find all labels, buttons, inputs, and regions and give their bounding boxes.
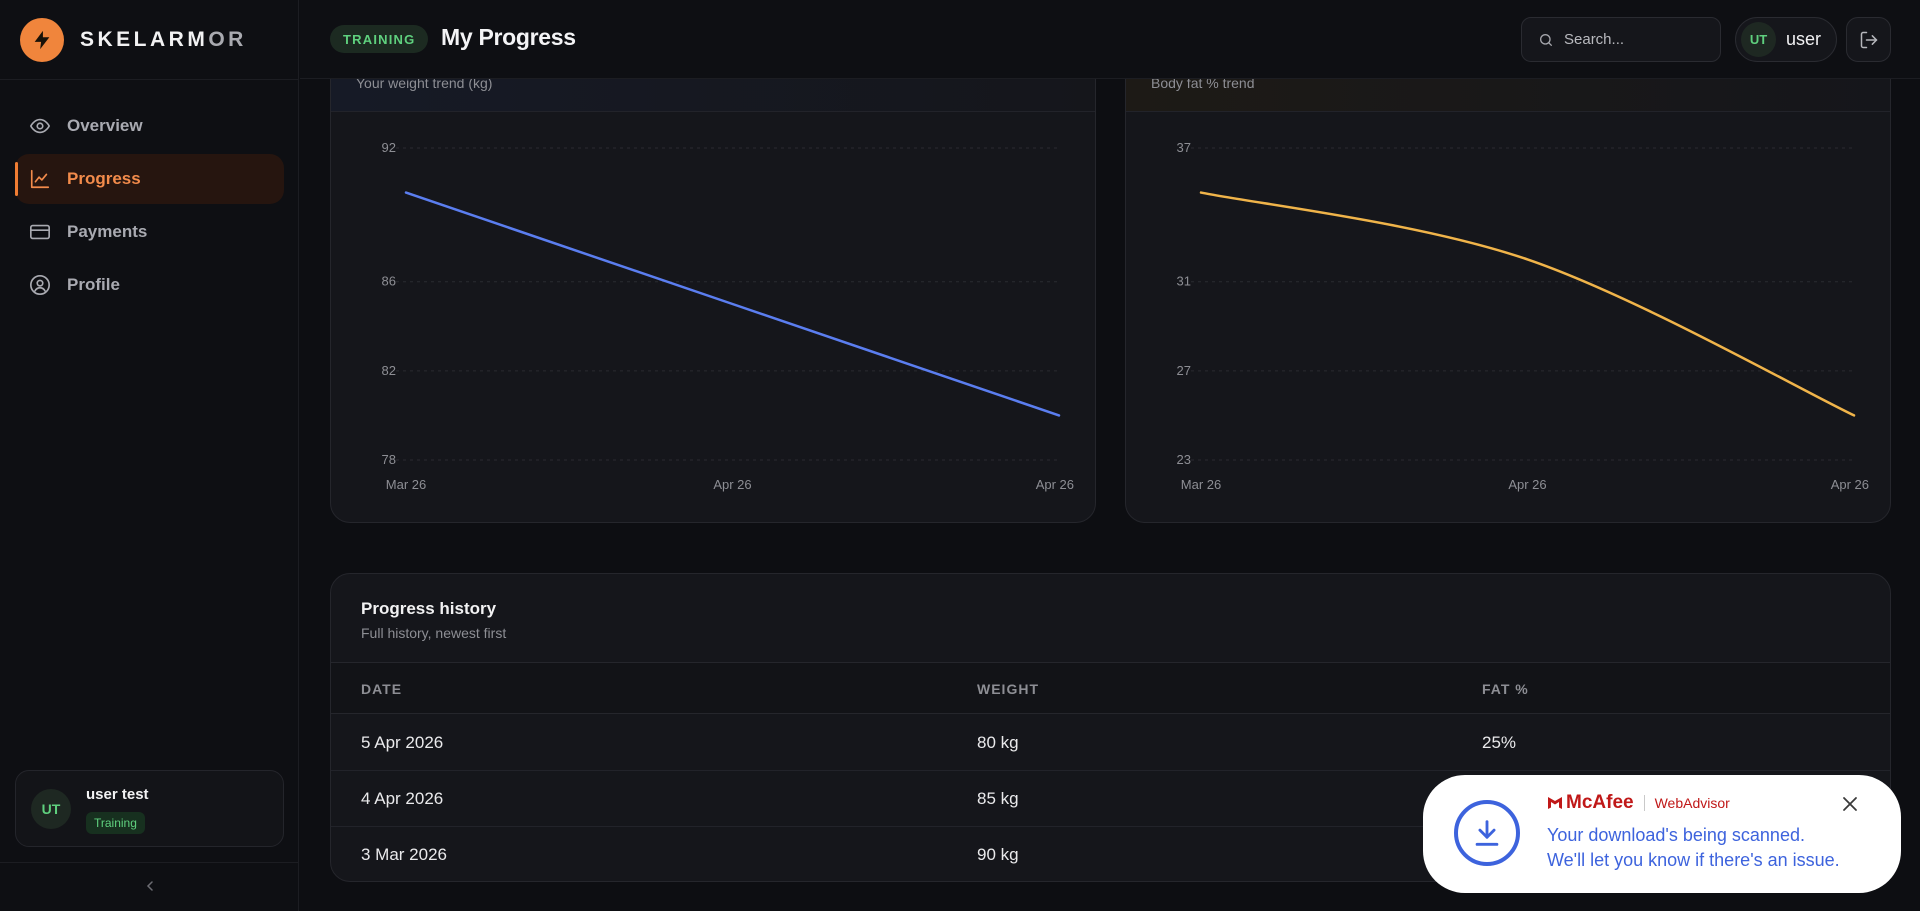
y-tick-label: 92 <box>382 140 396 155</box>
series-line <box>404 191 1061 417</box>
chart-line-icon <box>29 168 51 190</box>
table-header: DATE WEIGHT FAT % <box>331 662 1890 714</box>
search-icon <box>1540 33 1552 46</box>
sidebar-item-label: Payments <box>67 222 148 241</box>
section-title: Progress history <box>361 599 497 618</box>
eye-icon <box>29 115 51 137</box>
x-tick-label: Apr 26 <box>1508 477 1546 492</box>
mode-badge: TRAINING <box>330 25 429 53</box>
cell-weight: 85 kg <box>977 789 1019 808</box>
y-tick-label: 31 <box>1177 274 1191 289</box>
sidebar-item-payments[interactable]: Payments <box>15 207 284 257</box>
column-header-fat: FAT % <box>1482 681 1529 697</box>
user-name: user <box>1786 29 1822 49</box>
avatar: UT <box>31 789 71 829</box>
series-line <box>1199 191 1856 417</box>
user-circle-icon <box>29 274 51 296</box>
y-tick-label: 23 <box>1177 452 1191 467</box>
cell-date: 3 Mar 2026 <box>361 845 447 864</box>
mcafee-shield-icon <box>1548 797 1562 809</box>
toast-message-detail: We'll let you know if there's an issue. <box>1547 850 1840 870</box>
user-name: user test <box>86 786 149 803</box>
x-tick-label: Apr 26 <box>1036 477 1074 492</box>
search-box[interactable] <box>1521 17 1721 62</box>
chevron-left-icon <box>146 881 153 891</box>
credit-card-icon <box>29 221 51 243</box>
divider <box>1643 795 1645 811</box>
sidebar: SKELARMOR Overview Progress Payments Pr <box>0 0 299 911</box>
chart-subtitle: Body fat % trend <box>1151 75 1255 91</box>
sidebar-item-label: Profile <box>67 275 120 294</box>
weight-chart-card: Your weight trend (kg) 92 86 82 78 Mar 26 Apr… <box>330 40 1096 523</box>
chart-subtitle: Your weight trend (kg) <box>356 75 493 91</box>
fat-chart: 37 31 27 23 Mar 26 Apr 26 Apr 26 <box>1177 140 1869 492</box>
cell-weight: 80 kg <box>977 733 1019 752</box>
sidebar-item-progress[interactable]: Progress <box>15 154 284 204</box>
x-tick-label: Apr 26 <box>713 477 751 492</box>
section-subtitle: Full history, newest first <box>361 625 507 641</box>
sidebar-item-label: Progress <box>67 169 141 188</box>
mcafee-logo: McAfee WebAdvisor <box>1547 792 1730 814</box>
close-icon <box>1843 797 1857 811</box>
user-menu-button[interactable]: UT user <box>1735 17 1837 62</box>
sidebar-item-label: Overview <box>67 116 143 135</box>
page-title: My Progress <box>441 24 576 50</box>
x-tick-label: Apr 26 <box>1831 477 1869 492</box>
webadvisor-label: WebAdvisor <box>1654 795 1730 811</box>
column-header-weight: WEIGHT <box>977 681 1039 697</box>
toast-message: Your download's being scanned. <box>1547 825 1805 845</box>
sidebar-user-card[interactable]: UT user test Training <box>15 770 284 847</box>
weight-chart: 92 86 82 78 Mar 26 Apr 26 Apr 26 <box>382 140 1074 492</box>
search-input[interactable] <box>1564 31 1714 48</box>
divider <box>0 79 299 80</box>
brand-name: SKELARMOR <box>80 28 247 51</box>
y-tick-label: 86 <box>382 274 396 289</box>
collapse-sidebar-button[interactable] <box>140 876 160 896</box>
top-header: TRAINING My Progress UT user <box>300 0 1920 79</box>
download-icon <box>1454 800 1520 866</box>
x-tick-label: Mar 26 <box>386 477 426 492</box>
cell-fat: 25% <box>1482 733 1517 752</box>
sidebar-nav: Overview Progress Payments Profile <box>15 101 284 313</box>
cell-date: 4 Apr 2026 <box>361 789 444 808</box>
fat-chart-card: Body fat % trend 37 31 27 23 Mar 26 Apr 26 Apr… <box>1125 40 1891 523</box>
y-tick-label: 37 <box>1177 140 1191 155</box>
role-badge: Training <box>86 812 145 834</box>
mcafee-download-toast[interactable]: McAfee WebAdvisor Your download's being … <box>1423 775 1901 893</box>
x-tick-label: Mar 26 <box>1181 477 1221 492</box>
bolt-icon <box>20 18 64 62</box>
mcafee-brand: McAfee <box>1566 792 1634 813</box>
avatar: UT <box>1741 22 1776 57</box>
close-button[interactable] <box>1838 792 1862 816</box>
table-row[interactable]: 4 Apr 2026 85 kg <box>331 771 1890 827</box>
cell-date: 5 Apr 2026 <box>361 733 444 752</box>
y-tick-label: 27 <box>1177 363 1191 378</box>
logout-button[interactable] <box>1846 17 1891 62</box>
column-header-date: DATE <box>361 681 403 697</box>
table-row[interactable]: 3 Mar 2026 90 kg <box>331 827 1890 881</box>
cell-weight: 90 kg <box>977 845 1019 864</box>
logout-icon <box>1860 31 1877 48</box>
sidebar-item-overview[interactable]: Overview <box>15 101 284 151</box>
y-tick-label: 78 <box>382 452 396 467</box>
sidebar-item-profile[interactable]: Profile <box>15 260 284 310</box>
y-tick-label: 82 <box>382 363 396 378</box>
table-row[interactable]: 5 Apr 2026 80 kg 25% <box>331 715 1890 771</box>
divider <box>0 862 299 863</box>
brand[interactable]: SKELARMOR <box>20 18 247 62</box>
